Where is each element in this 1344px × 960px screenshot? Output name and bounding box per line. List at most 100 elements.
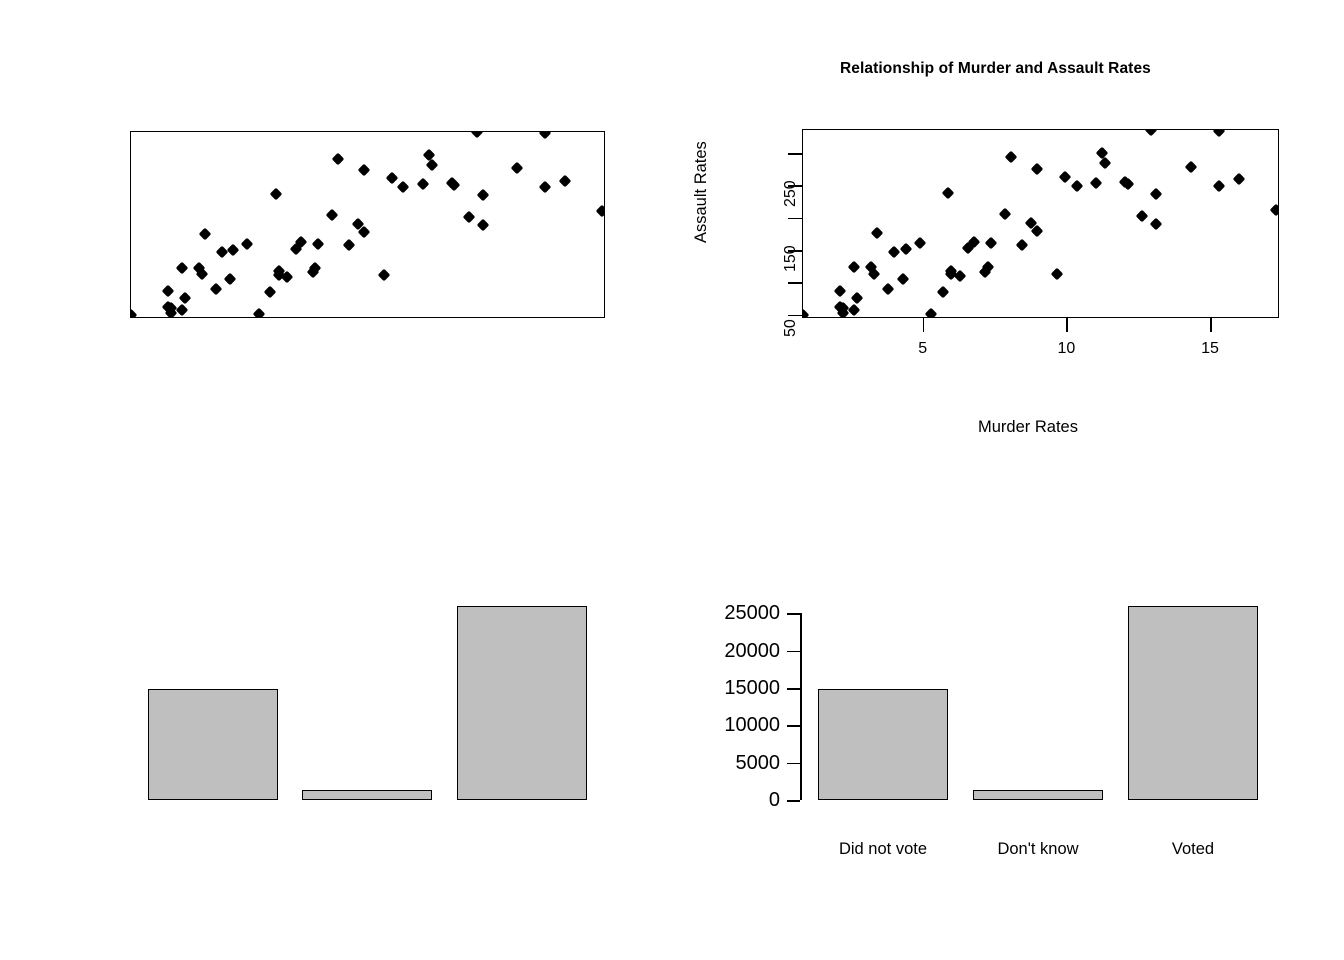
bar <box>457 605 587 800</box>
scatter-point <box>1212 130 1226 138</box>
y-axis-label-assault-rates: Assault Rates <box>692 141 710 243</box>
scatter-point <box>833 284 847 298</box>
scatter-point <box>311 237 325 250</box>
scatter-point <box>936 285 949 299</box>
scatter-point <box>1070 179 1083 193</box>
plot-frame-top-left <box>130 131 605 318</box>
scatter-point <box>240 237 254 250</box>
scatter-point <box>896 272 910 286</box>
x-axis-tick <box>1066 318 1068 332</box>
scatter-point <box>175 261 189 275</box>
x-axis-tick <box>1210 318 1212 332</box>
scatter-point <box>385 172 399 185</box>
scatter-point <box>416 177 430 191</box>
scatter-point <box>924 307 938 317</box>
scatter-point <box>175 303 189 317</box>
scatter-point <box>998 207 1012 221</box>
y-axis-tick <box>788 217 802 220</box>
scatter-point <box>510 161 524 175</box>
scatter-point <box>462 210 476 224</box>
y-axis-tick-label: 0 <box>768 789 780 811</box>
scatter-point <box>1149 218 1163 231</box>
bar-group-bottom-right <box>660 480 1344 960</box>
scatter-point <box>887 245 901 259</box>
scatter-point <box>899 242 912 256</box>
scatter-point <box>263 286 277 299</box>
bar-category-label: Did not vote <box>838 840 928 858</box>
scatter-point <box>198 227 212 241</box>
scatter-point <box>269 187 283 201</box>
y-axis-tick-label: 25000 <box>724 602 780 625</box>
y-axis-tick-label: 10000 <box>724 714 780 737</box>
y-axis-tick <box>788 250 802 252</box>
scatter-point <box>226 243 240 257</box>
scatter-point <box>470 132 484 139</box>
x-axis-label-murder-rates: Murder Rates <box>978 418 1078 436</box>
scatter-point <box>476 219 490 232</box>
scatter-point <box>595 204 604 218</box>
scatter-point <box>1004 150 1018 164</box>
y-axis-tick <box>788 314 802 317</box>
scatter-point <box>847 303 861 317</box>
scatter-point <box>1232 173 1246 186</box>
scatter-point <box>476 188 490 202</box>
scatter-point <box>913 236 927 250</box>
panel-top-left-scatter <box>0 0 660 480</box>
y-axis-tick-label: 50 <box>782 318 799 337</box>
y-axis-tick <box>787 800 800 802</box>
scatter-point <box>161 284 175 298</box>
scatter-point <box>1135 209 1149 223</box>
scatter-points-top-right <box>803 130 1278 317</box>
bar-category-label: Don't know <box>997 840 1079 858</box>
bar <box>973 790 1103 800</box>
y-axis-tick <box>788 152 802 155</box>
bar <box>818 689 948 800</box>
y-axis-tick <box>787 762 800 765</box>
scatter-point <box>1269 203 1278 217</box>
scatter-point <box>252 307 266 317</box>
scatter-point <box>882 282 895 296</box>
y-axis-tick-label: 150 <box>782 245 799 273</box>
y-axis-tick-label: 250 <box>782 180 799 208</box>
panel-bottom-right-bars: Voted 0 5000 10000 15000 20000 25000 Did not … <box>660 480 1344 960</box>
scatter-point <box>448 178 461 192</box>
y-axis-tick-label: 20000 <box>724 639 780 662</box>
bar <box>1128 605 1258 800</box>
scatter-point <box>538 180 552 194</box>
bar-group-bottom-left <box>0 480 660 960</box>
y-axis-tick <box>788 282 802 284</box>
scatter-point <box>558 174 572 188</box>
bar-category-label: Voted <box>1171 840 1215 858</box>
x-axis-tick-label: 10 <box>1057 340 1076 357</box>
scatter-point <box>1184 160 1197 174</box>
scatter-point <box>209 282 223 296</box>
scatter-point <box>397 180 410 194</box>
scatter-point <box>1058 170 1072 184</box>
x-axis-tick <box>922 318 925 332</box>
scatter-point <box>1090 176 1103 189</box>
scatter-point <box>847 261 861 274</box>
scatter-point <box>984 236 998 250</box>
scatter-point <box>223 272 237 286</box>
bar <box>302 790 432 800</box>
scatter-point <box>331 152 345 166</box>
scatter-point <box>803 308 810 317</box>
y-axis-tick-label: 15000 <box>724 676 780 699</box>
panel-bottom-left-bars <box>0 480 660 960</box>
scatter-point <box>850 291 864 305</box>
scatter-point <box>131 308 138 317</box>
scatter-point <box>178 291 192 305</box>
y-axis-tick <box>787 725 800 727</box>
scatter-point <box>357 163 371 177</box>
scatter-point <box>377 268 390 282</box>
y-axis-tick <box>787 687 800 690</box>
x-axis-tick-label: 5 <box>918 340 928 357</box>
scatter-point <box>343 239 356 252</box>
scatter-point <box>1016 238 1029 252</box>
scatter-point <box>870 226 884 240</box>
scatter-point <box>538 132 552 140</box>
scatter-point <box>1144 130 1157 137</box>
scatter-points-top-left <box>131 132 604 317</box>
y-axis-tick <box>788 185 802 187</box>
